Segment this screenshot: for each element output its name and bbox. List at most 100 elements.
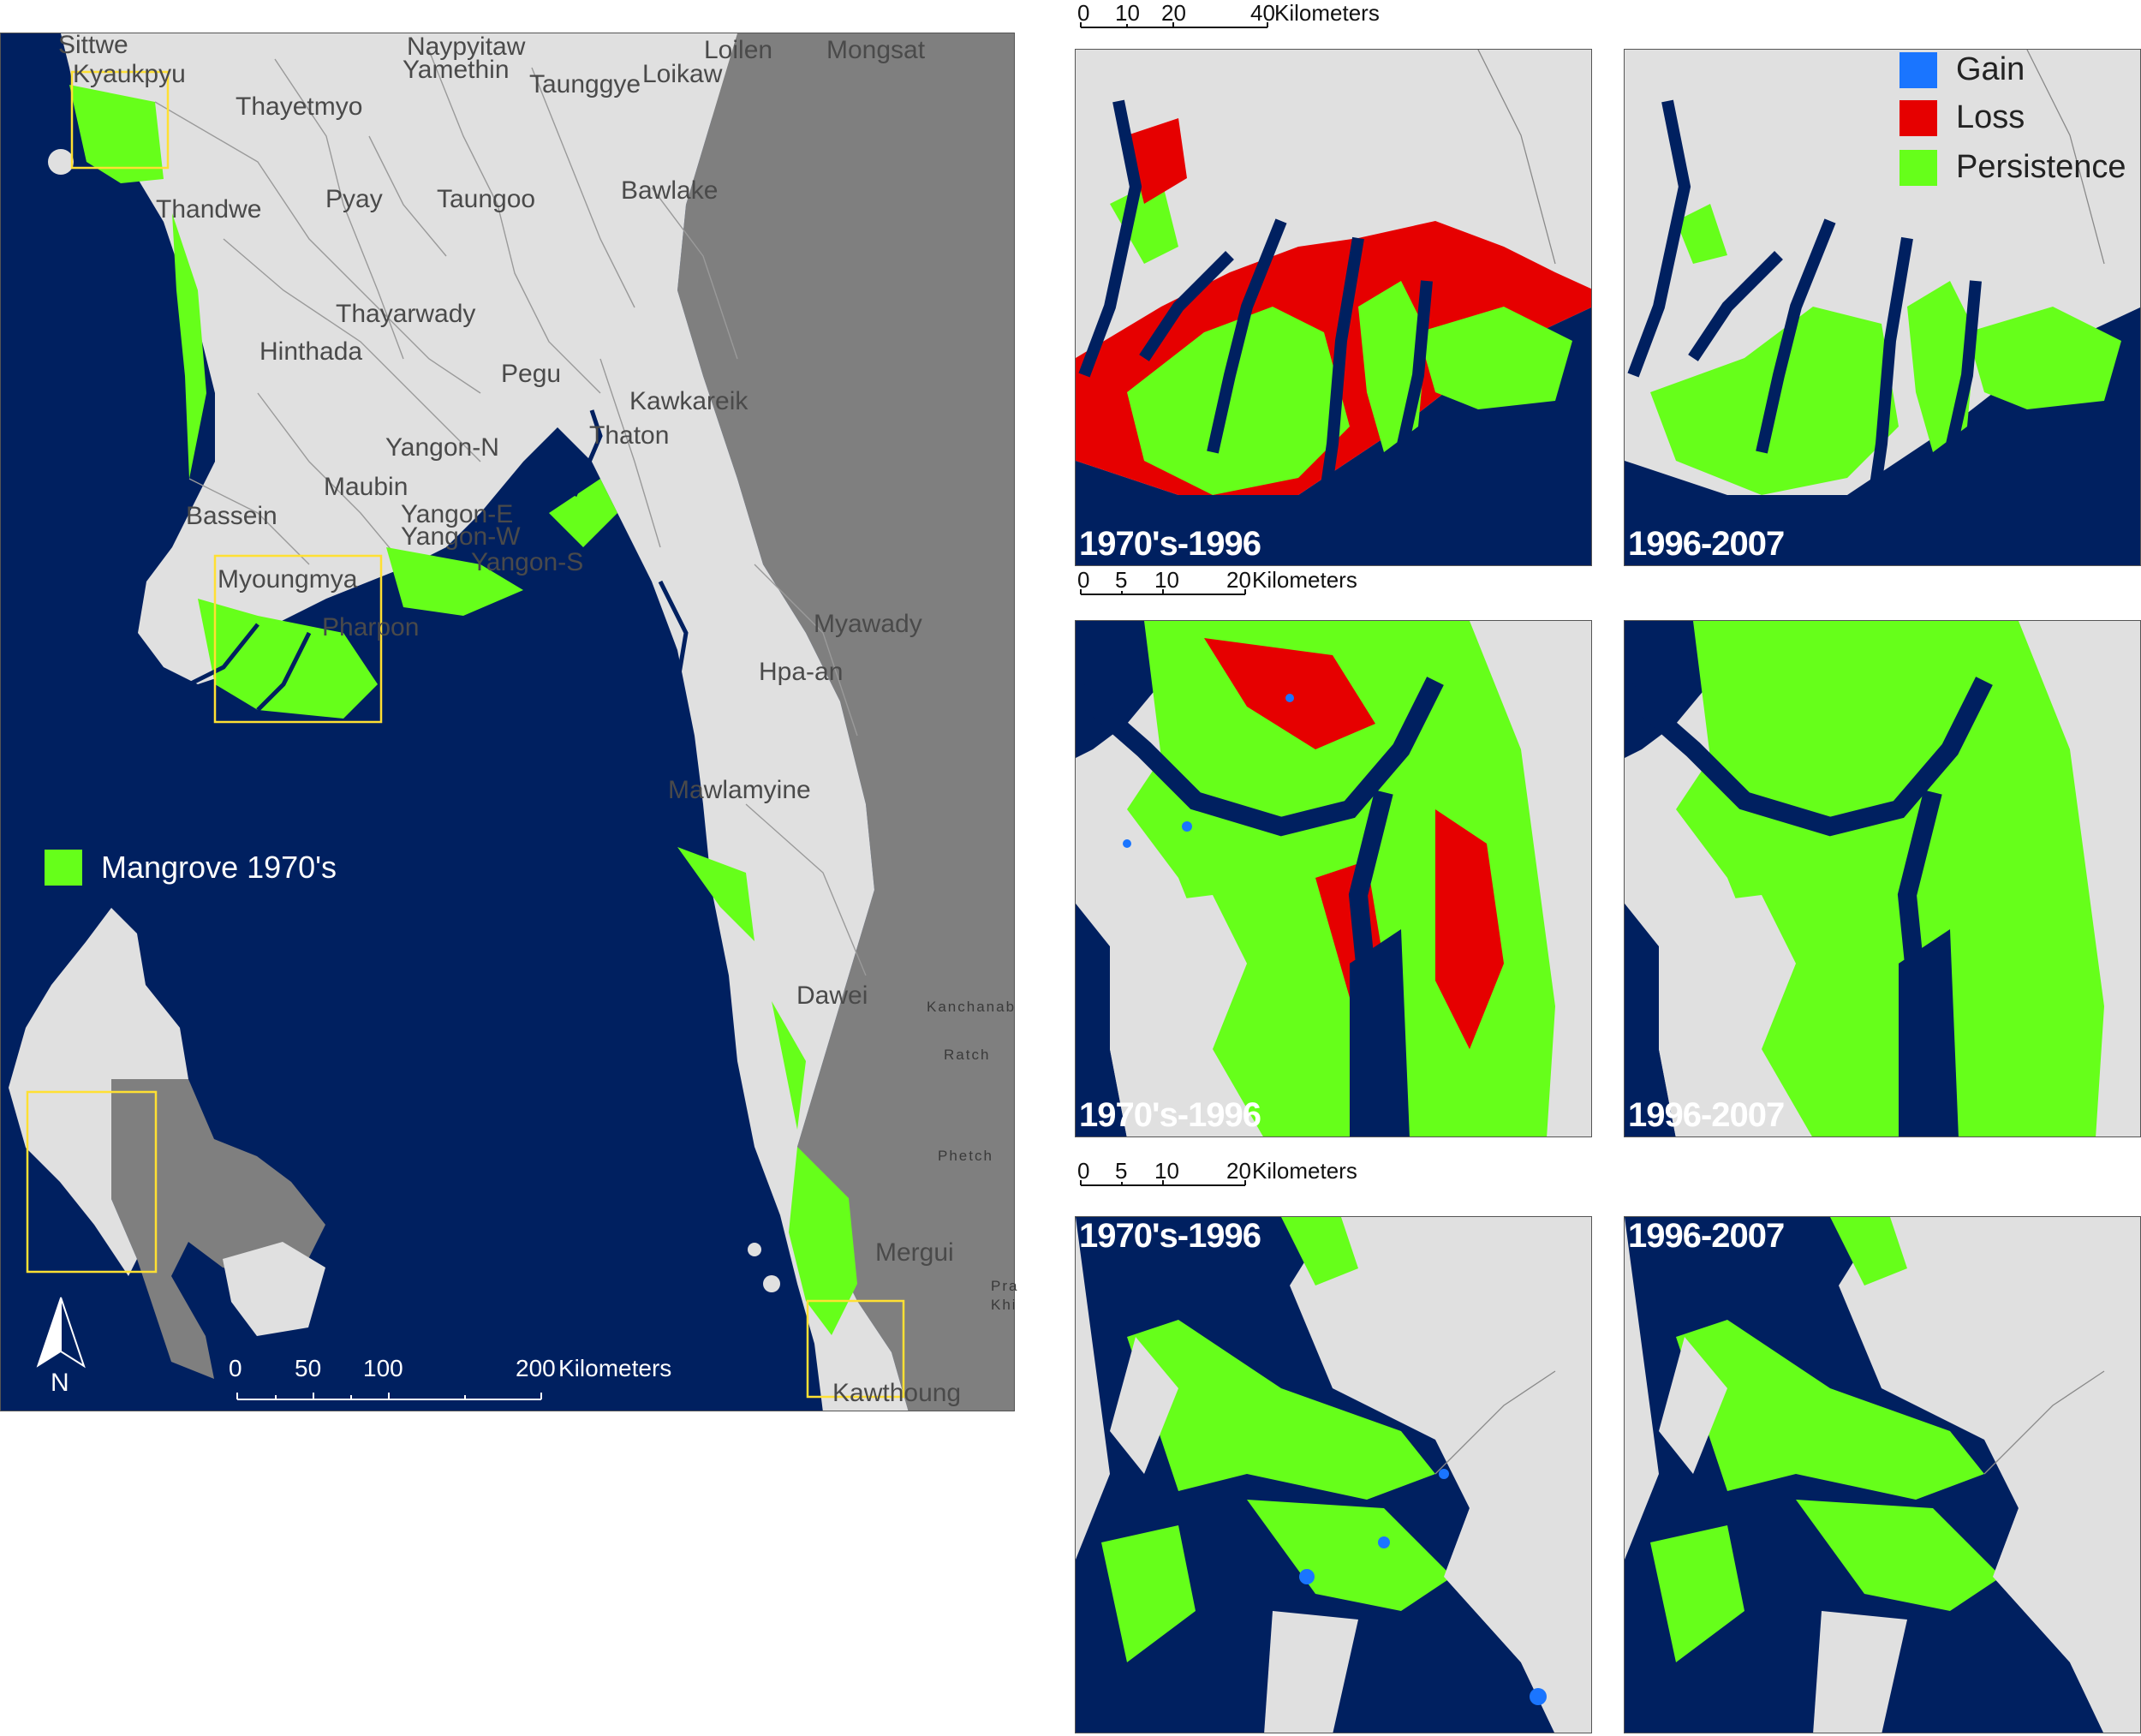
place-label: Pharpon [322, 613, 420, 641]
place-label: Yangon-W [401, 522, 521, 551]
place-label: Sittwe [58, 31, 128, 59]
place-label: Yangon-N [385, 433, 499, 462]
main-scale-tick-1: 50 [295, 1355, 322, 1381]
legend-persistence: Persistence [1899, 149, 2126, 186]
scale2-line [1080, 589, 1246, 595]
scale3-tick-2: 10 [1154, 1158, 1179, 1184]
panel-1-graphic [1076, 50, 1591, 565]
thai-place-label: Ratch [944, 1047, 991, 1063]
panel-3-graphic [1076, 621, 1555, 1136]
thai-place-label: Khi [991, 1297, 1017, 1313]
thai-place-label: Phetch [938, 1148, 993, 1164]
loss-swatch [1899, 99, 1937, 136]
place-label: Myawady [814, 610, 922, 638]
panel-kawthoung-1996-2007: 1996-2007 [1624, 1216, 2141, 1733]
place-label: Pegu [501, 360, 562, 388]
panel-kawthoung-1970s-1996: 1970's-1996 [1075, 1216, 1592, 1733]
place-label: Mawlamyine [668, 776, 811, 804]
north-label: N [51, 1369, 69, 1397]
panel-4-period-label: 1996-2007 [1628, 1096, 1785, 1134]
scale1-tick-0: 0 [1077, 0, 1090, 26]
scale-bar-row1: 0 10 20 40 Kilometers [1077, 0, 1437, 34]
thai-place-label: Kanchanab [927, 999, 1017, 1015]
place-label: Mergui [875, 1238, 954, 1267]
legend-gain: Gain [1899, 51, 2025, 88]
place-label: Yangon-E [401, 500, 514, 528]
mangrove-1970s-label: Mangrove 1970's [101, 850, 337, 885]
place-label: Thaton [589, 421, 670, 450]
place-label: Loilen [704, 36, 773, 64]
scale1-tick-2: 20 [1161, 0, 1186, 26]
place-label: Kawkareik [629, 387, 748, 415]
north-arrow: N [31, 1293, 91, 1405]
scale1-line [1080, 22, 1268, 28]
north-arrow-icon [36, 1297, 86, 1369]
scale1-tick-1: 10 [1115, 0, 1140, 26]
panel-5-graphic [1076, 1217, 1591, 1733]
scale-bar-row2: 0 5 10 20 Kilometers [1077, 567, 1437, 601]
panel-5-period-label: 1970's-1996 [1079, 1217, 1261, 1255]
panel-3-period-label: 1970's-1996 [1079, 1096, 1261, 1134]
scale2-unit: Kilometers [1252, 567, 1357, 593]
scale2-tick-1: 5 [1115, 567, 1128, 593]
scale3-tick-1: 5 [1115, 1158, 1128, 1184]
main-scale-tick-2: 100 [363, 1355, 403, 1381]
panel-myoungmya-1996-2007: 1996-2007 [1624, 620, 2141, 1137]
gain-swatch [1899, 51, 1937, 88]
place-label: Naypyitaw [407, 33, 526, 61]
main-scale-bar: 0 50 100 200 Kilometers [224, 1355, 704, 1406]
place-label: Thayetmyo [236, 92, 363, 121]
place-label: Yangon-S [471, 548, 584, 576]
place-label: Pyay [325, 185, 383, 213]
scale3-tick-3: 20 [1226, 1158, 1251, 1184]
scale2-tick-2: 10 [1154, 567, 1179, 593]
place-label: Kyaukpyu [73, 60, 186, 88]
scale3-tick-0: 0 [1077, 1158, 1090, 1184]
scale1-tick-3: 40 [1250, 0, 1275, 26]
scale-bar-row3: 0 5 10 20 Kilometers [1077, 1158, 1437, 1192]
panel-1-period-label: 1970's-1996 [1079, 525, 1261, 563]
main-legend-item: Mangrove 1970's [45, 850, 337, 886]
place-label: Maubin [324, 473, 409, 501]
main-scale-tick-0: 0 [229, 1355, 242, 1381]
place-label: Myoungmya [218, 565, 358, 594]
legend-loss: Loss [1899, 99, 2025, 136]
place-label: Dawei [796, 981, 868, 1010]
place-label: Hinthada [259, 337, 363, 366]
scale2-tick-0: 0 [1077, 567, 1090, 593]
panel-2-period-label: 1996-2007 [1628, 525, 1785, 563]
scale1-unit: Kilometers [1274, 0, 1380, 26]
scale3-unit: Kilometers [1252, 1158, 1357, 1184]
main-scale-unit: Kilometers [558, 1355, 672, 1381]
panel-2-graphic [1625, 50, 2140, 565]
main-scale-tick-3: 200 [516, 1355, 556, 1381]
place-label: Thayarwady [336, 300, 476, 328]
thai-place-label: Pra [991, 1278, 1019, 1294]
inset-locator-map [0, 899, 343, 1405]
place-label: Loikaw [642, 60, 723, 88]
place-label: Thandwe [156, 195, 262, 224]
persistence-label: Persistence [1956, 149, 2126, 185]
panel-6-graphic [1625, 1217, 2140, 1733]
place-label: Bawlake [621, 176, 719, 205]
place-label: Yamethin [403, 56, 510, 84]
main-scale-line [236, 1393, 542, 1400]
loss-label: Loss [1956, 99, 2025, 135]
place-label: Bassein [186, 502, 277, 530]
place-label: Taungoo [437, 185, 536, 213]
gain-label: Gain [1956, 51, 2025, 87]
place-label: Kawthoung [832, 1379, 962, 1407]
panel-kyaukpyu-1970s-1996: 1970's-1996 [1075, 49, 1592, 566]
panel-4-graphic [1625, 621, 2104, 1136]
place-label: Taunggye [529, 70, 641, 98]
panel-myoungmya-1970s-1996: 1970's-1996 [1075, 620, 1592, 1137]
inset-map-graphic [9, 908, 325, 1379]
scale2-tick-3: 20 [1226, 567, 1251, 593]
scale3-line [1080, 1180, 1246, 1186]
change-legend: Gain Loss Persistence [1899, 51, 2139, 197]
panel-kyaukpyu-1996-2007: 1996-2007 [1624, 49, 2141, 566]
panel-6-period-label: 1996-2007 [1628, 1217, 1785, 1255]
place-label: Mongsat [826, 36, 926, 64]
place-label: Hpa-an [759, 658, 844, 686]
persistence-swatch [1899, 149, 1937, 186]
